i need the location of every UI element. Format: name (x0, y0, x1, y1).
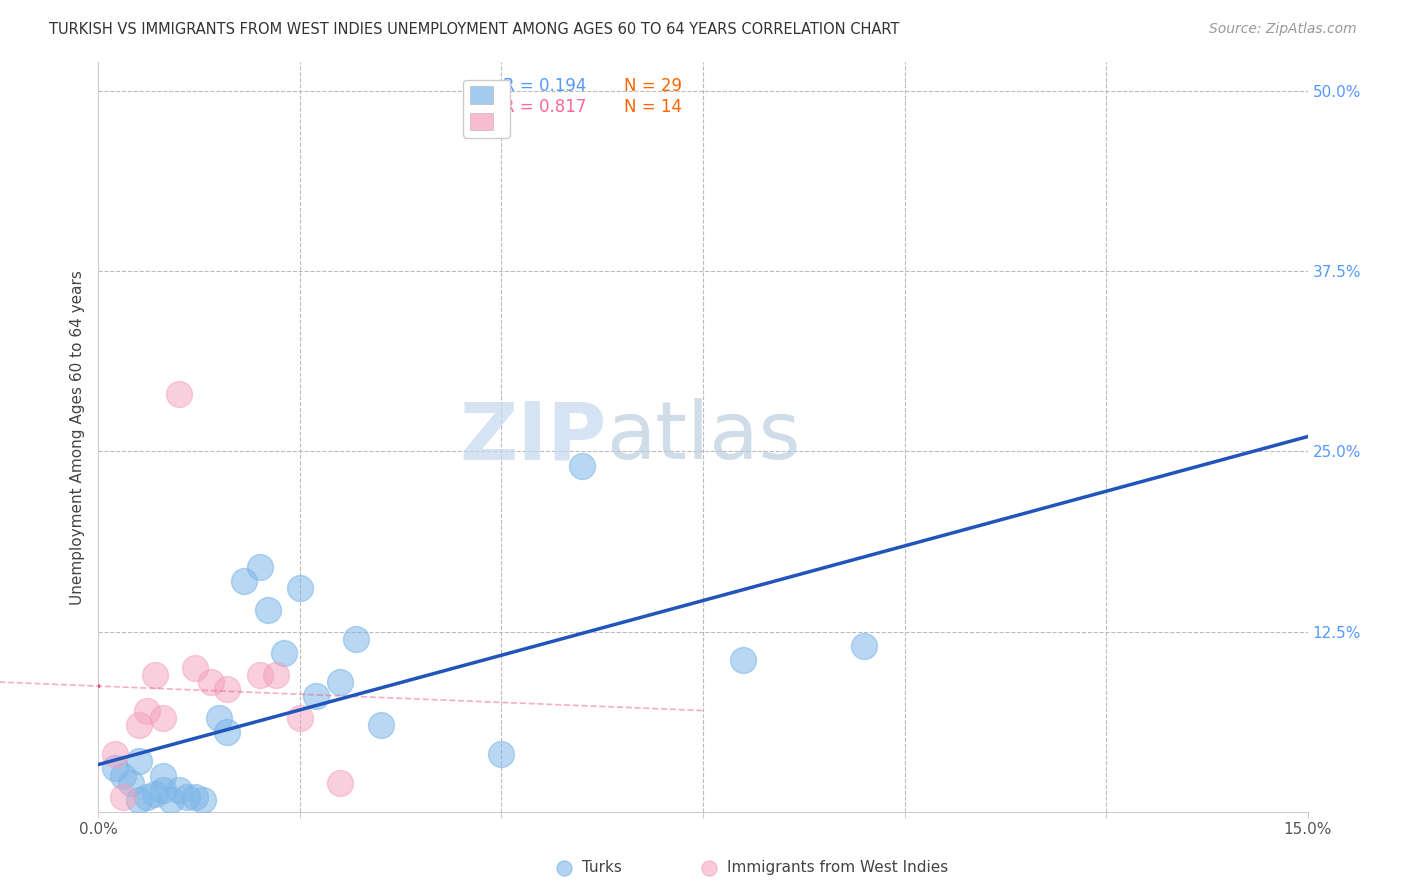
Point (128, 793, 150, 807)
Text: N = 29: N = 29 (624, 78, 682, 95)
Point (111, 790, 134, 805)
Point (167, 783, 190, 797)
Point (152, 711, 174, 725)
Point (853, 639, 876, 653)
Point (249, 559, 271, 574)
Point (344, 632, 367, 646)
Text: Source: ZipAtlas.com: Source: ZipAtlas.com (1209, 22, 1357, 37)
Point (733, 653, 755, 667)
Point (135, 704, 157, 718)
Point (370, 718, 392, 732)
Point (103, 762, 125, 776)
Point (217, 725, 239, 739)
Point (128, 754, 150, 768)
Point (111, 769, 134, 783)
Point (217, 682, 239, 697)
Text: TURKISH VS IMMIGRANTS FROM WEST INDIES UNEMPLOYMENT AMONG AGES 60 TO 64 YEARS CO: TURKISH VS IMMIGRANTS FROM WEST INDIES U… (49, 22, 900, 37)
Point (288, 582, 311, 596)
Point (184, 790, 207, 805)
Point (305, 690, 328, 704)
Point (329, 776, 352, 790)
Text: ZIP: ZIP (458, 398, 606, 476)
Point (184, 660, 207, 674)
Point (143, 668, 166, 682)
Point (288, 711, 311, 725)
Point (256, 603, 278, 617)
Legend: , : , (464, 79, 510, 137)
Point (208, 711, 231, 725)
Point (128, 718, 150, 732)
Y-axis label: Unemployment Among Ages 60 to 64 years: Unemployment Among Ages 60 to 64 years (69, 269, 84, 605)
Point (143, 788, 166, 802)
Point (152, 769, 174, 783)
Point (264, 668, 287, 682)
Point (160, 793, 183, 807)
Text: N = 14: N = 14 (624, 98, 682, 116)
Text: R = 0.817: R = 0.817 (503, 98, 586, 116)
Point (120, 776, 142, 790)
Point (167, 387, 190, 401)
Point (193, 793, 215, 807)
Text: atlas: atlas (606, 398, 800, 476)
Point (571, 458, 593, 473)
Text: R = 0.194: R = 0.194 (503, 78, 586, 95)
Point (273, 646, 295, 660)
Point (249, 668, 271, 682)
Point (329, 675, 352, 690)
Text: Turks: Turks (582, 861, 621, 875)
Point (491, 747, 513, 761)
Point (103, 747, 125, 761)
Point (232, 574, 254, 589)
Point (176, 790, 198, 805)
Point (152, 783, 174, 797)
Text: Immigrants from West Indies: Immigrants from West Indies (727, 861, 949, 875)
Point (200, 675, 222, 690)
Point (135, 790, 157, 805)
